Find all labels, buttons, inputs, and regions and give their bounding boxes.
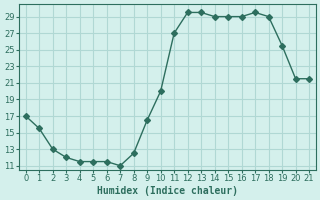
X-axis label: Humidex (Indice chaleur): Humidex (Indice chaleur) [97,186,238,196]
